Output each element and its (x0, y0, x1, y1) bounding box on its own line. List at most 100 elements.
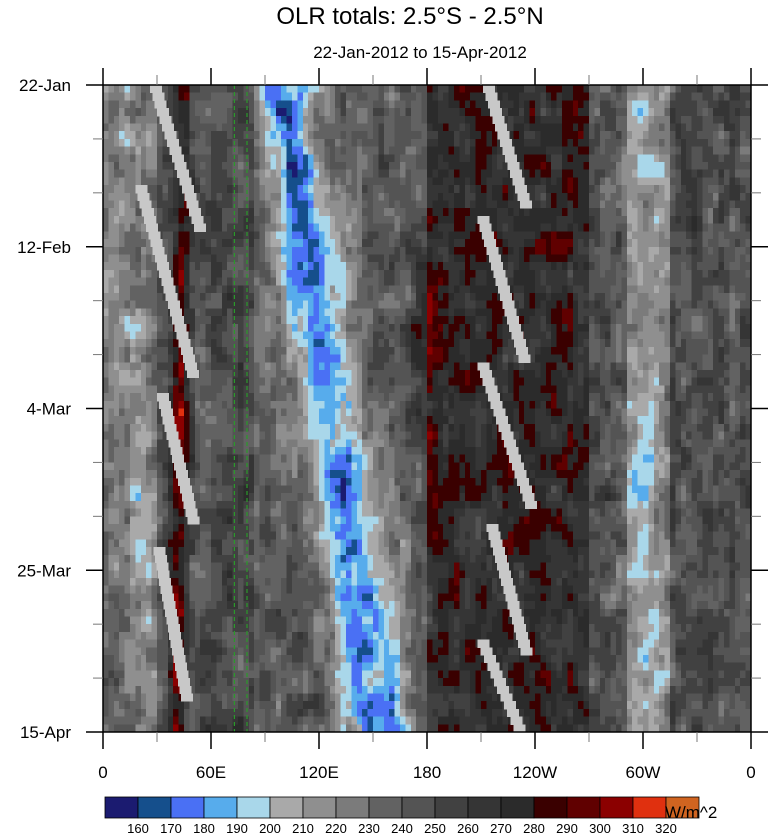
heatmap-cell (373, 316, 379, 325)
heatmap-cell (383, 231, 390, 240)
heatmap-cell (113, 115, 120, 125)
heatmap-cell (232, 370, 239, 379)
heatmap-cell (621, 339, 628, 348)
heatmap-cell (583, 354, 590, 363)
heatmap-cell (702, 393, 709, 402)
heatmap-cell (389, 115, 396, 125)
heatmap-cell (729, 192, 736, 202)
heatmap-cell (421, 192, 428, 202)
heatmap-cell (653, 346, 660, 356)
heatmap-cell (513, 92, 520, 101)
heatmap-cell (551, 138, 558, 148)
heatmap-cell (459, 331, 466, 340)
heatmap-cell (184, 316, 190, 325)
heatmap-cell (745, 385, 752, 394)
heatmap-cell (108, 246, 115, 256)
heatmap-cell (718, 385, 725, 394)
heatmap-cell (329, 362, 336, 371)
heatmap-cell (281, 346, 288, 356)
heatmap-cell (286, 231, 293, 240)
heatmap-cell (713, 377, 720, 386)
heatmap-cell (324, 300, 331, 309)
heatmap-cell (497, 239, 504, 248)
heatmap-cell (443, 346, 450, 356)
heatmap-cell (367, 154, 374, 163)
heatmap-cell (470, 138, 477, 148)
heatmap-cell (259, 223, 266, 232)
heatmap-cell (292, 254, 298, 263)
heatmap-cell (189, 254, 196, 263)
heatmap-cell (232, 138, 239, 148)
heatmap-cell (502, 385, 509, 394)
heatmap-cell (524, 154, 531, 163)
heatmap-cell (713, 393, 720, 402)
heatmap-cell (373, 323, 379, 333)
heatmap-cell (572, 269, 579, 279)
heatmap-cell (232, 115, 239, 125)
heatmap-cell (664, 377, 671, 386)
heatmap-cell (400, 192, 406, 202)
heatmap-cell (545, 162, 552, 171)
heatmap-cell (475, 146, 482, 155)
heatmap-cell (329, 377, 336, 386)
heatmap-cell (448, 108, 455, 117)
heatmap-cell (184, 246, 190, 256)
heatmap-cell (497, 154, 504, 163)
heatmap-cell (227, 277, 234, 286)
heatmap-cell (551, 108, 558, 117)
heatmap-cell (248, 269, 255, 279)
heatmap-cell (648, 308, 655, 317)
heatmap-cell (367, 162, 374, 171)
heatmap-cell (167, 208, 174, 217)
heatmap-cell (448, 331, 455, 340)
heatmap-cell (340, 215, 347, 225)
heatmap-cell (227, 346, 234, 356)
heatmap-cell (470, 400, 477, 410)
heatmap-cell (248, 146, 255, 155)
heatmap-cell (589, 254, 595, 263)
heatmap-cell (394, 246, 401, 256)
heatmap-cell (362, 246, 369, 256)
heatmap-cell (524, 246, 531, 256)
heatmap-cell (286, 169, 293, 178)
heatmap-cell (610, 231, 617, 240)
heatmap-cell (599, 316, 606, 325)
heatmap-cell (518, 308, 525, 317)
heatmap-cell (540, 131, 547, 140)
heatmap-cell (108, 377, 115, 386)
heatmap-cell (745, 393, 752, 402)
heatmap-cell (524, 223, 531, 232)
heatmap-cell (443, 269, 450, 279)
heatmap-cell (340, 285, 347, 294)
heatmap-cell (297, 169, 304, 178)
heatmap-cell (643, 239, 649, 248)
heatmap-cell (324, 385, 331, 394)
heatmap-cell (394, 354, 401, 363)
heatmap-cell (697, 162, 703, 171)
heatmap-cell (103, 192, 109, 202)
heatmap-cell (130, 377, 136, 386)
heatmap-cell (211, 169, 217, 178)
heatmap-cell (724, 346, 730, 356)
heatmap-cell (686, 316, 693, 325)
heatmap-cell (626, 231, 633, 240)
heatmap-cell (162, 169, 169, 178)
heatmap-cell (572, 223, 579, 232)
heatmap-cell (432, 385, 439, 394)
heatmap-cell (475, 262, 482, 271)
heatmap-cell (108, 169, 115, 178)
heatmap-cell (675, 239, 682, 248)
heatmap-cell (680, 200, 687, 209)
heatmap-cell (178, 246, 185, 256)
heatmap-cell (221, 308, 228, 317)
heatmap-cell (707, 285, 714, 294)
heatmap-cell (362, 200, 369, 209)
heatmap-cell (281, 123, 288, 132)
heatmap-cell (324, 208, 331, 217)
heatmap-cell (572, 377, 579, 386)
heatmap-cell (599, 131, 606, 140)
heatmap-cell (167, 323, 174, 333)
heatmap-cell (437, 192, 444, 202)
heatmap-cell (702, 246, 709, 256)
heatmap-cell (308, 100, 315, 109)
